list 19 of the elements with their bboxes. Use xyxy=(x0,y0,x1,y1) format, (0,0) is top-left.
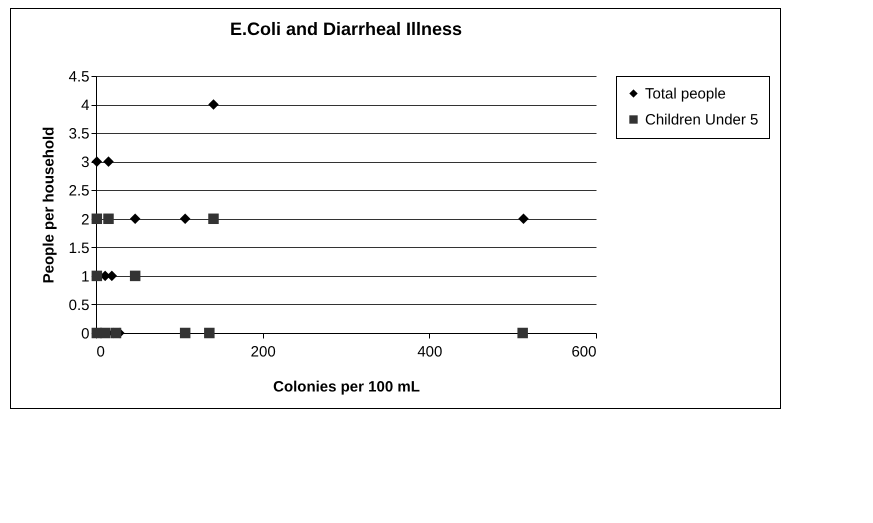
y-axis-title: People per household xyxy=(40,126,58,284)
y-tick-label: 2.5 xyxy=(68,182,90,200)
y-tick-label: 0 xyxy=(81,326,90,342)
y-tick-label: 4.5 xyxy=(68,68,90,86)
legend-label: Total people xyxy=(645,86,726,102)
legend-label: Children Under 5 xyxy=(645,112,758,128)
y-tick-label: 1.5 xyxy=(68,240,90,257)
x-tick-label: 0 xyxy=(96,344,105,360)
y-tick-label: 2 xyxy=(81,211,90,228)
y-tick-label: 3.5 xyxy=(68,126,90,143)
x-tick-label: 600 xyxy=(571,344,596,360)
y-tick-label: 1 xyxy=(81,268,90,286)
chart-title: E.Coli and Diarrheal Illness xyxy=(230,19,462,39)
y-tick-label: 0.5 xyxy=(68,296,90,314)
y-tick-label: 4 xyxy=(81,97,90,114)
x-axis-title: Colonies per 100 mL xyxy=(273,378,420,396)
x-tick-label: 200 xyxy=(250,344,276,360)
y-tick-label: 3 xyxy=(81,154,90,172)
x-tick-label: 400 xyxy=(417,344,442,360)
